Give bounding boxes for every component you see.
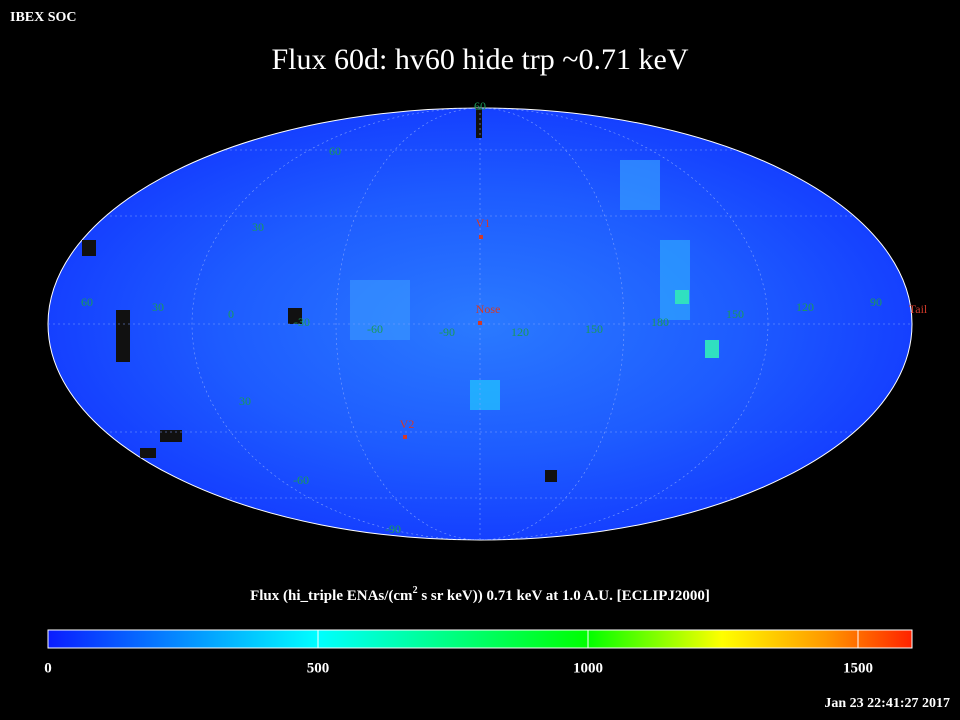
- grid-label: 120: [511, 325, 529, 339]
- grid-label: 150: [726, 307, 744, 321]
- colorbar-tick-label: 1000: [573, 660, 603, 676]
- grid-label: -30: [294, 315, 310, 329]
- grid-label: 90: [870, 295, 882, 309]
- grid-label: 60: [81, 295, 93, 309]
- title: Flux 60d: hv60 hide trp ~0.71 keV: [271, 43, 688, 76]
- grid-label: -90: [439, 325, 455, 339]
- marker-dots: [403, 235, 483, 439]
- sky-map: [47, 107, 913, 541]
- colorbar-title-sup: 2: [413, 585, 418, 596]
- colorbar-title-part: s sr keV)) 0.71 keV at 1.0 A.U. [ECLIPJ2…: [418, 588, 710, 604]
- marker-label: Nose: [476, 302, 501, 316]
- corner-label: IBEX SOC: [10, 10, 77, 25]
- grid-label: 60: [329, 144, 341, 158]
- timestamp: Jan 23 22:41:27 2017: [824, 696, 950, 711]
- grid-label: 60: [474, 99, 486, 113]
- grid-label: 30: [239, 394, 251, 408]
- colorbar-tick-label: 500: [307, 660, 330, 676]
- colorbar-title: Flux (hi_triple ENAs/(cm2 s sr keV)) 0.7…: [250, 585, 710, 604]
- grid-label: 30: [252, 220, 264, 234]
- marker-label: V1: [476, 216, 491, 230]
- grid-label: -90: [385, 522, 401, 536]
- marker-label: V2: [400, 417, 415, 431]
- grid-label: 120: [796, 300, 814, 314]
- colorbar: [47, 629, 913, 649]
- colorbar-title-part: Flux (hi_triple ENAs/(cm: [250, 588, 413, 604]
- colorbar-tick-label: 0: [44, 660, 52, 676]
- grid-label: -60: [293, 473, 309, 487]
- grid-label: 150: [585, 322, 603, 336]
- map-patches: [82, 108, 719, 482]
- grid-label: 30: [152, 300, 164, 314]
- grid-label: 180: [651, 315, 669, 329]
- colorbar-tick-label: 1500: [843, 660, 873, 676]
- grid-label: -60: [367, 322, 383, 336]
- marker-label: Tail: [909, 302, 928, 316]
- grid-label: 0: [228, 307, 234, 321]
